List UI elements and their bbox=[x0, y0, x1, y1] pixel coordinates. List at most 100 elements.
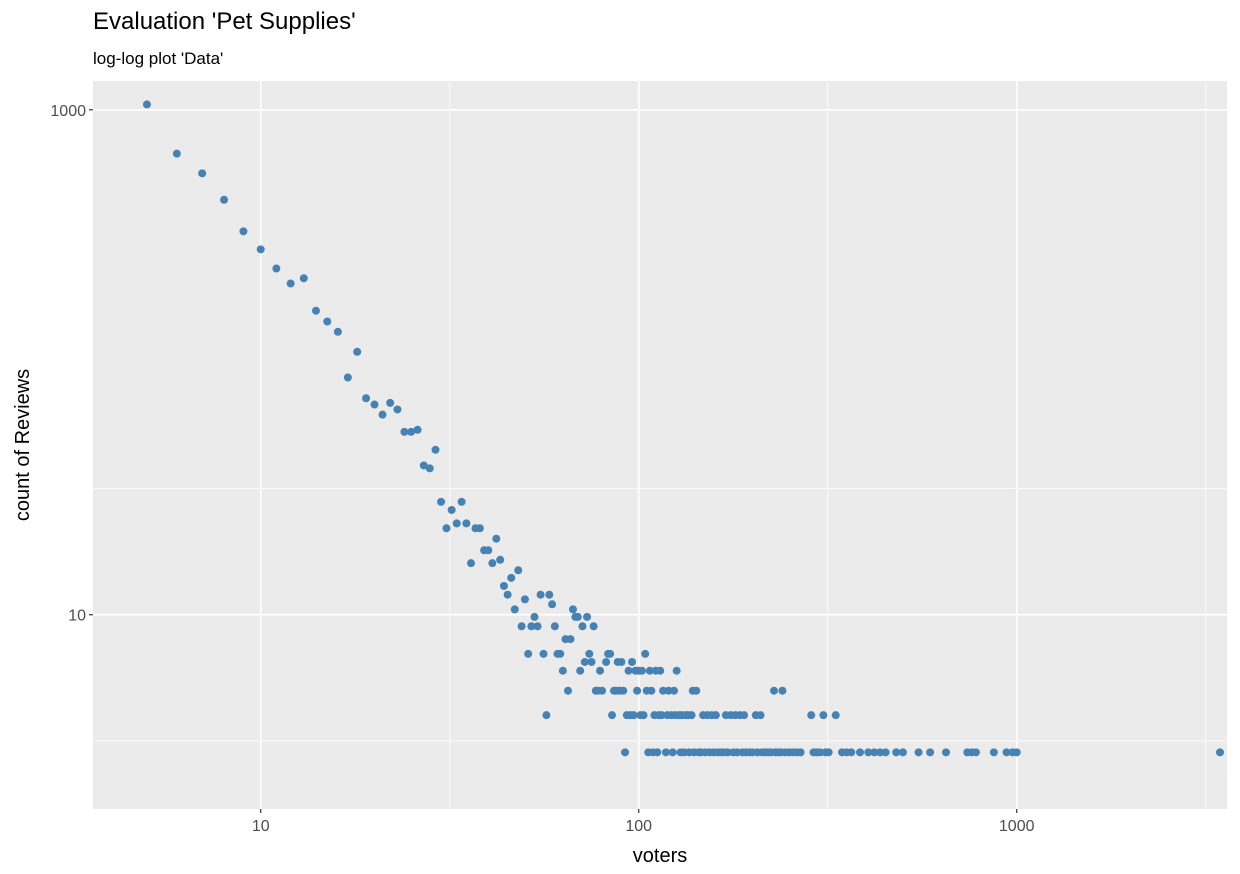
data-point bbox=[425, 464, 434, 473]
x-tick-label: 100 bbox=[625, 818, 652, 835]
data-point bbox=[941, 748, 950, 757]
data-point bbox=[437, 497, 446, 506]
data-point bbox=[602, 657, 611, 666]
data-point bbox=[585, 649, 594, 658]
x-tick-label: 10 bbox=[252, 818, 270, 835]
data-point bbox=[517, 622, 526, 631]
data-point bbox=[876, 748, 885, 757]
data-point bbox=[510, 605, 519, 614]
data-point bbox=[740, 711, 749, 720]
data-point bbox=[507, 573, 516, 582]
data-point bbox=[333, 327, 342, 336]
data-point bbox=[370, 400, 379, 409]
data-point bbox=[619, 686, 628, 695]
data-point bbox=[556, 649, 565, 658]
data-point bbox=[386, 398, 395, 407]
data-point bbox=[568, 605, 577, 614]
y-axis-title: count of Reviews bbox=[12, 369, 34, 521]
y-tick-label: 1000 bbox=[50, 103, 86, 120]
data-point bbox=[545, 590, 554, 599]
axis-ticks bbox=[89, 109, 1018, 813]
data-point bbox=[692, 686, 701, 695]
data-point bbox=[831, 711, 840, 720]
data-point bbox=[670, 686, 679, 695]
data-point bbox=[778, 686, 787, 695]
data-point bbox=[353, 347, 362, 356]
data-point bbox=[926, 748, 935, 757]
data-point bbox=[989, 748, 998, 757]
data-point bbox=[1002, 748, 1011, 757]
data-point bbox=[496, 555, 505, 564]
data-point bbox=[492, 534, 501, 543]
data-point bbox=[898, 748, 907, 757]
data-point bbox=[499, 581, 508, 590]
data-point bbox=[756, 711, 765, 720]
data-point bbox=[503, 590, 512, 599]
data-point bbox=[796, 748, 805, 757]
data-point bbox=[447, 505, 456, 514]
data-point bbox=[536, 590, 545, 599]
data-point bbox=[576, 666, 585, 675]
data-point bbox=[272, 264, 281, 273]
data-point bbox=[530, 612, 539, 621]
data-point bbox=[617, 657, 626, 666]
data-point bbox=[881, 748, 890, 757]
data-point bbox=[629, 711, 638, 720]
data-point bbox=[239, 227, 248, 236]
data-point bbox=[566, 635, 575, 644]
data-point bbox=[484, 546, 493, 555]
data-point bbox=[442, 524, 451, 533]
data-point bbox=[608, 711, 617, 720]
data-point bbox=[573, 612, 582, 621]
data-point bbox=[864, 748, 873, 757]
data-point bbox=[198, 169, 207, 178]
data-point bbox=[628, 657, 637, 666]
data-point bbox=[400, 427, 409, 436]
data-point bbox=[637, 666, 646, 675]
data-point bbox=[971, 748, 980, 757]
data-point bbox=[856, 748, 865, 757]
data-point bbox=[847, 748, 856, 757]
data-point bbox=[1012, 748, 1021, 757]
data-point bbox=[467, 559, 475, 568]
data-point bbox=[299, 274, 308, 283]
data-point bbox=[533, 622, 542, 631]
data-point bbox=[819, 711, 828, 720]
x-axis-title: voters bbox=[633, 845, 687, 867]
data-point bbox=[142, 100, 151, 109]
data-point bbox=[656, 666, 665, 675]
plot-panel bbox=[93, 81, 1227, 809]
data-point bbox=[452, 519, 461, 528]
y-tick-label: 10 bbox=[68, 608, 86, 625]
data-point bbox=[323, 317, 332, 326]
data-point bbox=[639, 711, 648, 720]
data-point bbox=[462, 519, 471, 528]
x-axis-tick-labels: 10 100 1000 bbox=[252, 818, 1035, 835]
data-point bbox=[431, 445, 440, 454]
data-point bbox=[550, 622, 559, 631]
data-point bbox=[870, 748, 879, 757]
data-point bbox=[514, 566, 523, 575]
data-point bbox=[539, 649, 548, 658]
data-point bbox=[520, 595, 529, 604]
data-points bbox=[142, 100, 1225, 757]
data-point bbox=[657, 711, 666, 720]
data-point bbox=[1216, 748, 1225, 757]
data-point bbox=[687, 711, 696, 720]
data-point bbox=[580, 657, 589, 666]
data-point bbox=[711, 711, 720, 720]
chart-subtitle: log-log plot 'Data' bbox=[93, 49, 224, 68]
data-point bbox=[419, 461, 428, 470]
data-point bbox=[824, 748, 833, 757]
data-point bbox=[661, 748, 670, 757]
data-point bbox=[770, 686, 779, 695]
data-point bbox=[807, 711, 816, 720]
data-point bbox=[343, 373, 352, 382]
data-point bbox=[633, 686, 642, 695]
data-point bbox=[548, 600, 557, 609]
data-point bbox=[647, 686, 656, 695]
data-point bbox=[583, 612, 592, 621]
data-point bbox=[527, 622, 536, 631]
data-point bbox=[558, 666, 567, 675]
